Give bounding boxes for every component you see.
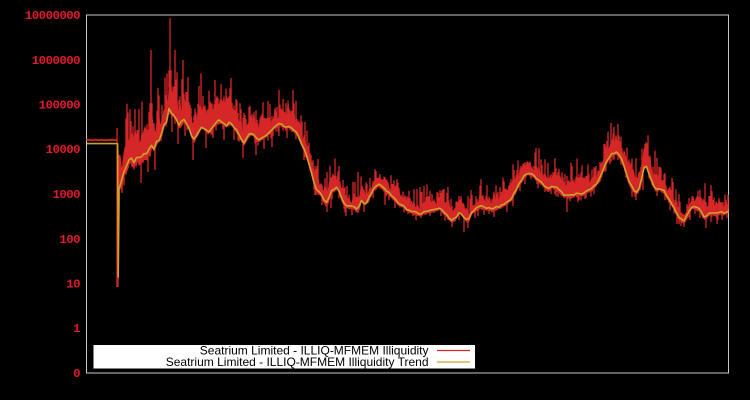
svg-text:1: 1: [73, 322, 80, 336]
svg-text:10000000: 10000000: [25, 9, 80, 23]
svg-text:100: 100: [59, 233, 80, 247]
svg-text:Seatrium Limited - ILLIQ-MFMEM: Seatrium Limited - ILLIQ-MFMEM Illiquidi…: [200, 344, 429, 358]
svg-text:Seatrium Limited - ILLIQ-MFMEM: Seatrium Limited - ILLIQ-MFMEM Illiquidi…: [166, 355, 429, 369]
svg-text:1000: 1000: [52, 188, 80, 202]
svg-text:10: 10: [66, 278, 80, 292]
svg-text:0: 0: [73, 367, 80, 381]
svg-text:100000: 100000: [39, 99, 80, 113]
svg-text:10000: 10000: [46, 143, 81, 157]
svg-text:1000000: 1000000: [32, 54, 80, 68]
